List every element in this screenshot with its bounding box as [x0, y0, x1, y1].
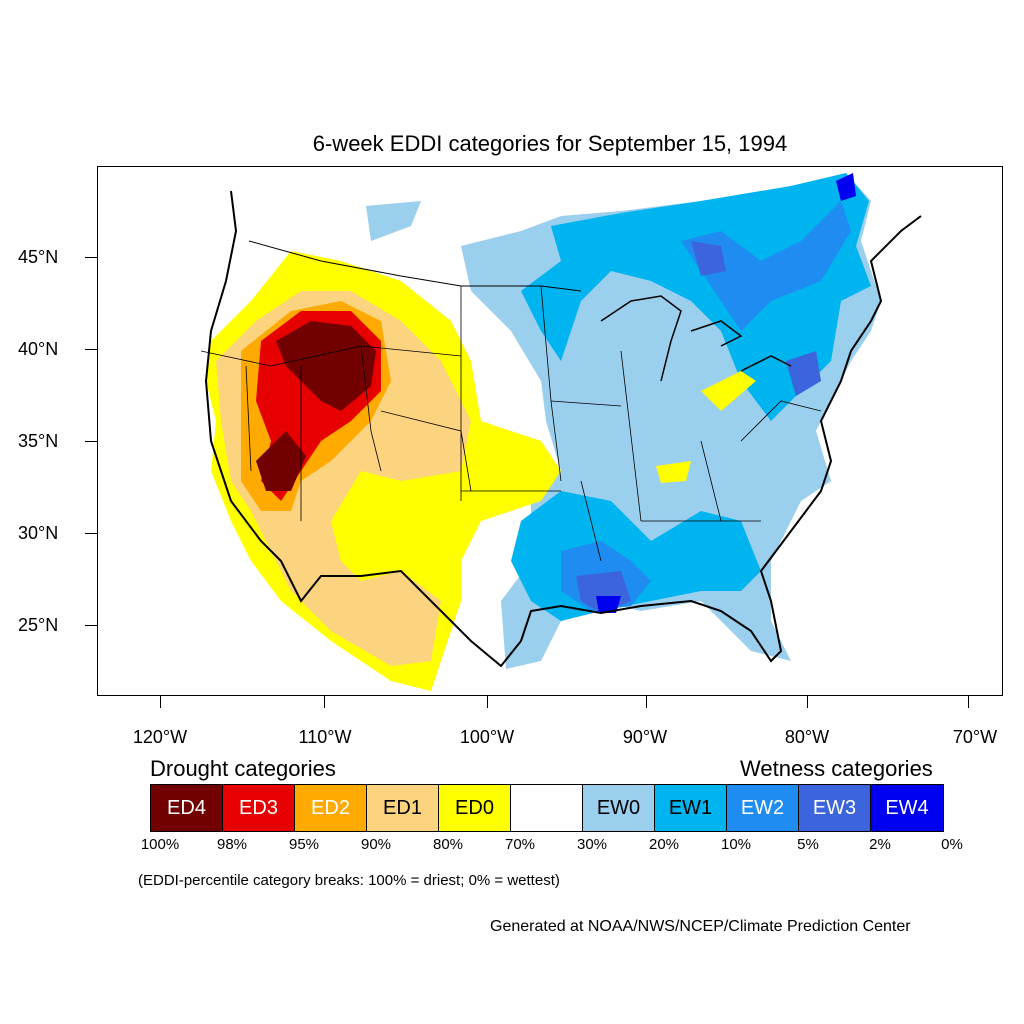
lon-label-90w: 90°W — [622, 727, 668, 747]
ed4-region-west — [276, 321, 376, 411]
ew4-region-gulf — [596, 596, 621, 613]
legend-cell-neutral — [511, 785, 583, 831]
lat-tick — [85, 441, 97, 442]
lon-tick — [646, 696, 647, 708]
lat-tick — [85, 533, 97, 534]
legend-cell-ed0: ED0 — [439, 785, 511, 831]
drought-heading: Drought categories — [150, 756, 336, 781]
lon-label-80w: 80°W — [784, 727, 830, 747]
boundaries — [200, 190, 922, 668]
ew1-region-northeast — [521, 173, 871, 421]
ew3-region-lake — [691, 241, 726, 276]
ew4-region-north — [836, 173, 856, 201]
legend-cell-ew0: EW0 — [583, 785, 655, 831]
lat-label-30n: 30°N — [18, 523, 59, 543]
pct-break: 100% — [140, 836, 180, 853]
ew3-region-east — [786, 351, 821, 396]
us-outline — [204, 190, 922, 668]
map-panel — [97, 166, 1003, 696]
legend-cell-ed4: ED4 — [151, 785, 223, 831]
lon-tick — [807, 696, 808, 708]
pct-break: 98% — [216, 836, 248, 853]
legend-cell-ew1: EW1 — [655, 785, 727, 831]
lon-label-100w: 100°W — [459, 727, 515, 747]
lon-tick — [968, 696, 969, 708]
pct-break: 30% — [576, 836, 608, 853]
wetness-heading: Wetness categories — [740, 756, 933, 781]
legend-cell-ed2: ED2 — [295, 785, 367, 831]
pct-break: 10% — [720, 836, 752, 853]
legend-cell-ew4: EW4 — [871, 785, 943, 831]
legend-cell-ed3: ED3 — [223, 785, 295, 831]
lon-label-120w: 120°W — [132, 727, 188, 747]
pct-break: 70% — [504, 836, 536, 853]
legend-cell-ew2: EW2 — [727, 785, 799, 831]
pct-break: 80% — [432, 836, 464, 853]
map-title: 6-week EDDI categories for September 15,… — [312, 131, 788, 156]
state-lines — [200, 285, 822, 562]
pct-break: 20% — [648, 836, 680, 853]
ew0-region-north — [366, 201, 421, 241]
lat-tick — [85, 257, 97, 258]
lat-label-45n: 45°N — [18, 247, 59, 267]
lon-tick — [160, 696, 161, 708]
ew2-region-northeast — [681, 201, 851, 331]
ed0-region-ohio — [701, 371, 756, 411]
credit-line: Generated at NOAA/NWS/NCEP/Climate Predi… — [490, 918, 911, 935]
lat-label-35n: 35°N — [18, 431, 59, 451]
lon-label-110w: 110°W — [298, 727, 352, 747]
lon-tick — [487, 696, 488, 708]
lat-label-25n: 25°N — [18, 615, 59, 635]
ed4-region-southwest — [256, 431, 306, 491]
lon-tick — [324, 696, 325, 708]
lat-tick — [85, 625, 97, 626]
pct-break: 90% — [360, 836, 392, 853]
lat-label-40n: 40°N — [18, 339, 59, 359]
pct-break: 95% — [288, 836, 320, 853]
great-lakes — [600, 295, 792, 382]
lat-tick — [85, 349, 97, 350]
legend-cell-ed1: ED1 — [367, 785, 439, 831]
ed0-region-kentucky — [656, 461, 691, 483]
pct-break: 0% — [941, 836, 963, 853]
legend-cell-ew3: EW3 — [799, 785, 871, 831]
category-note: (EDDI-percentile category breaks: 100% =… — [138, 872, 560, 889]
pct-break: 5% — [797, 836, 819, 853]
canada-border — [248, 240, 582, 292]
legend-color-bar: ED4 ED3 ED2 ED1 ED0 EW0 EW1 EW2 EW3 EW4 — [150, 784, 944, 832]
eddi-map — [200, 173, 922, 691]
pct-break: 2% — [869, 836, 891, 853]
wetness-layer — [366, 173, 881, 669]
lon-label-70w: 70°W — [952, 727, 998, 747]
